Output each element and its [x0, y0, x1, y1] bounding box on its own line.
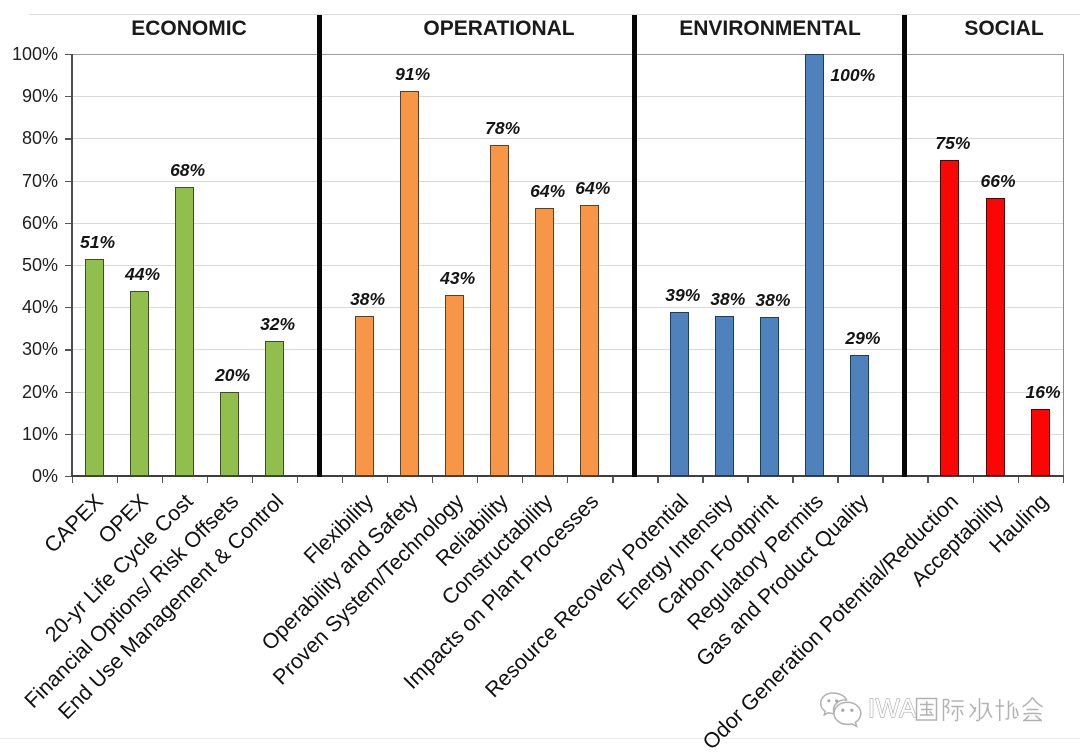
- svg-text:IWA: IWA: [868, 695, 917, 723]
